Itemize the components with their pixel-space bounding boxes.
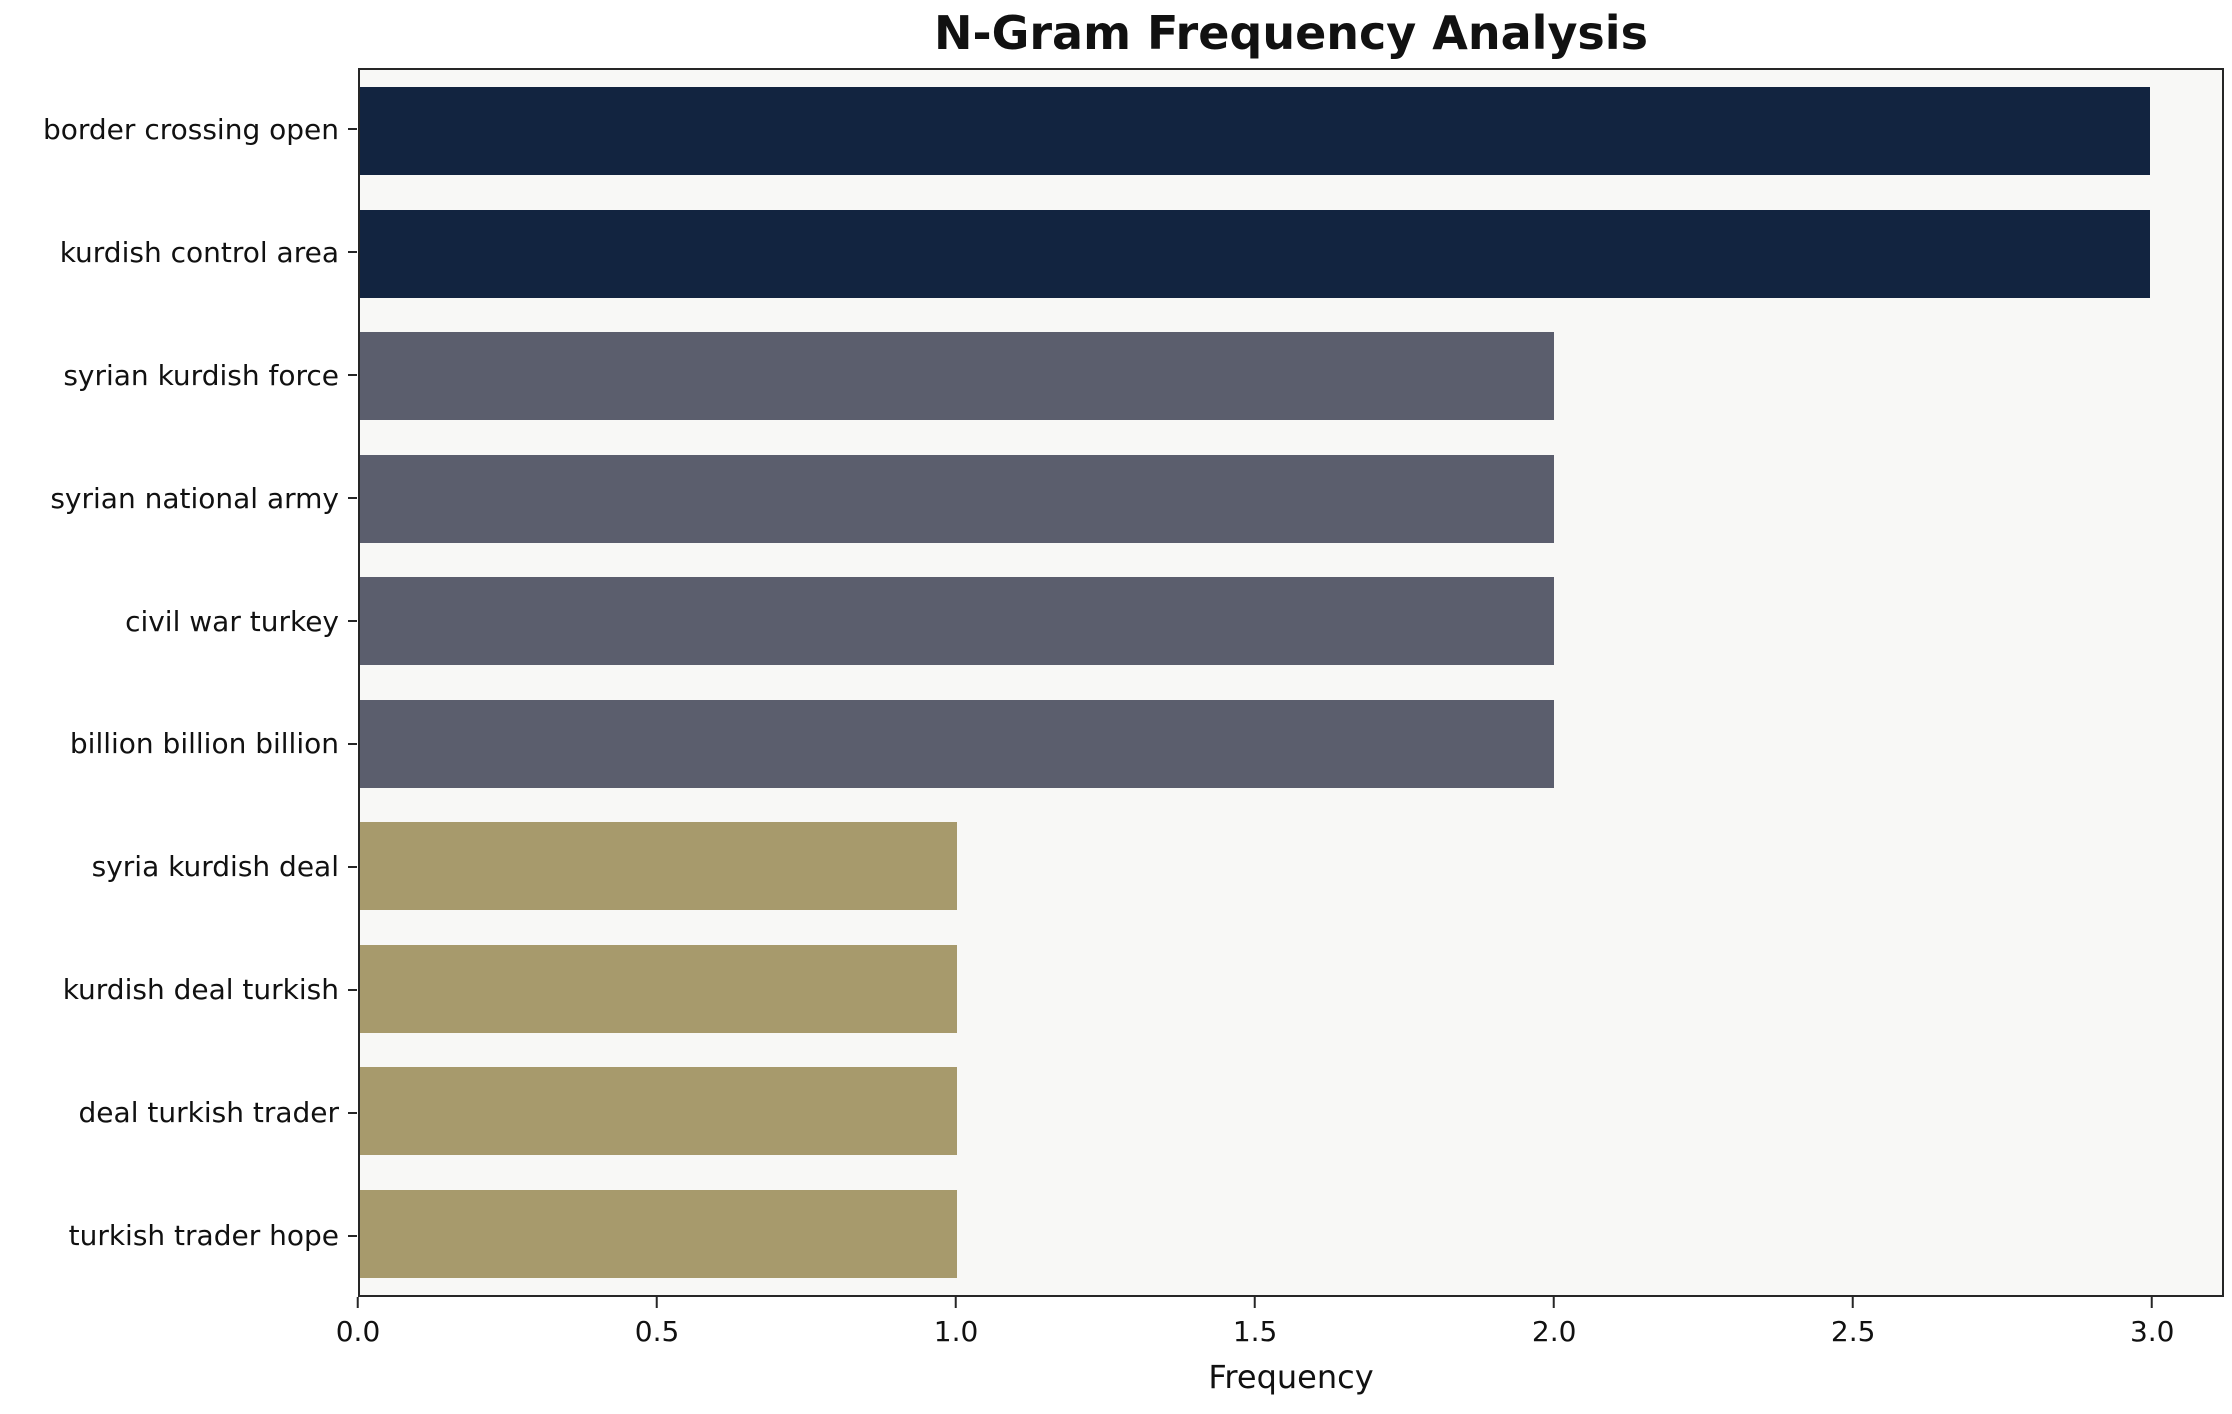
bar bbox=[360, 332, 1554, 421]
bar bbox=[360, 944, 957, 1033]
y-tick-mark bbox=[348, 251, 357, 254]
x-axis-ticks: 0.0 0.5 1.0 1.5 2.0 2.5 3.0 bbox=[336, 1297, 2224, 1357]
x-tick: 0.5 bbox=[634, 1297, 680, 1348]
y-label-row: deal turkish trader bbox=[0, 1051, 357, 1174]
bar-row bbox=[360, 70, 2222, 193]
x-tick-mark bbox=[656, 1297, 659, 1308]
y-tick-label: syrian kurdish force bbox=[63, 358, 339, 392]
y-tick-mark bbox=[348, 865, 357, 868]
bar bbox=[360, 699, 1554, 788]
bar-row bbox=[360, 805, 2222, 928]
x-tick: 2.0 bbox=[1531, 1297, 1577, 1348]
y-tick-label: border crossing open bbox=[42, 112, 339, 146]
x-tick-label: 3.0 bbox=[2129, 1315, 2175, 1348]
chart-title: N-Gram Frequency Analysis bbox=[934, 6, 1648, 60]
x-tick-label: 1.5 bbox=[1232, 1315, 1278, 1348]
x-tick-label: 2.5 bbox=[1830, 1315, 1876, 1348]
x-tick: 1.5 bbox=[1232, 1297, 1278, 1348]
bar bbox=[360, 577, 1554, 666]
x-axis-label: Frequency bbox=[1208, 1358, 1374, 1396]
x-tick-mark bbox=[955, 1297, 958, 1308]
x-tick-mark bbox=[1553, 1297, 1556, 1308]
bar bbox=[360, 822, 957, 911]
bar bbox=[360, 1067, 957, 1156]
y-tick-label: deal turkish trader bbox=[78, 1096, 339, 1130]
bar bbox=[360, 87, 2151, 176]
y-label-row: syrian national army bbox=[0, 437, 357, 560]
x-tick-label: 2.0 bbox=[1531, 1315, 1577, 1348]
y-tick-mark bbox=[348, 1111, 357, 1114]
y-tick-mark bbox=[348, 620, 357, 623]
bar bbox=[360, 209, 2151, 298]
bar-row bbox=[360, 560, 2222, 683]
y-axis-labels: border crossing open kurdish control area… bbox=[0, 68, 357, 1297]
y-tick-label: kurdish control area bbox=[59, 235, 339, 269]
y-tick-mark bbox=[348, 128, 357, 131]
x-tick-mark bbox=[1254, 1297, 1257, 1308]
x-tick-label: 0.5 bbox=[634, 1315, 680, 1348]
x-tick: 0.0 bbox=[335, 1297, 381, 1348]
y-tick-label: syrian national army bbox=[50, 481, 339, 515]
y-label-row: billion billion billion bbox=[0, 683, 357, 806]
y-label-row: civil war turkey bbox=[0, 560, 357, 683]
bar-row bbox=[360, 683, 2222, 806]
y-label-row: syria kurdish deal bbox=[0, 805, 357, 928]
y-label-row: kurdish deal turkish bbox=[0, 928, 357, 1051]
bar-row bbox=[360, 1050, 2222, 1173]
x-tick: 1.0 bbox=[933, 1297, 979, 1348]
plot-area bbox=[358, 68, 2224, 1297]
y-tick-mark bbox=[348, 1234, 357, 1237]
y-tick-label: syria kurdish deal bbox=[91, 850, 339, 884]
y-tick-label: turkish trader hope bbox=[68, 1219, 339, 1253]
bar-row bbox=[360, 928, 2222, 1051]
y-label-row: turkish trader hope bbox=[0, 1174, 357, 1297]
y-label-row: border crossing open bbox=[0, 68, 357, 191]
y-label-row: kurdish control area bbox=[0, 191, 357, 314]
bar bbox=[360, 1189, 957, 1278]
y-tick-label: civil war turkey bbox=[125, 604, 339, 638]
x-tick: 3.0 bbox=[2129, 1297, 2175, 1348]
y-tick-label: kurdish deal turkish bbox=[62, 973, 339, 1007]
x-tick-mark bbox=[1852, 1297, 1855, 1308]
x-tick: 2.5 bbox=[1830, 1297, 1876, 1348]
x-tick-mark bbox=[357, 1297, 359, 1308]
y-tick-mark bbox=[348, 742, 357, 745]
bar-row bbox=[360, 438, 2222, 561]
x-tick-label: 1.0 bbox=[933, 1315, 979, 1348]
bar-row bbox=[360, 1173, 2222, 1296]
y-tick-mark bbox=[348, 497, 357, 500]
bar-row bbox=[360, 193, 2222, 316]
y-tick-label: billion billion billion bbox=[69, 727, 339, 761]
y-tick-mark bbox=[348, 374, 357, 377]
y-tick-mark bbox=[348, 988, 357, 991]
x-tick-label: 0.0 bbox=[335, 1315, 381, 1348]
x-tick-mark bbox=[2151, 1297, 2154, 1308]
y-label-row: syrian kurdish force bbox=[0, 314, 357, 437]
bar-row bbox=[360, 315, 2222, 438]
bar bbox=[360, 454, 1554, 543]
